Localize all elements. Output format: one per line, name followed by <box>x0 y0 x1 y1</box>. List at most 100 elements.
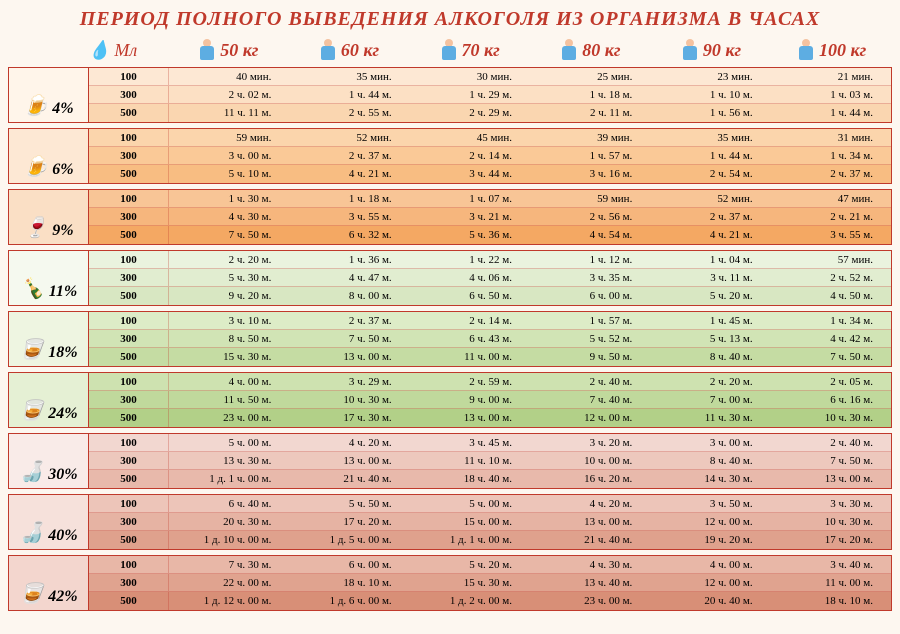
value-cell: 4 ч. 30 м. <box>530 556 650 573</box>
value-cell: 2 ч. 56 м. <box>530 208 650 225</box>
drink-percent: 24% <box>48 405 77 423</box>
drink-block: 🥃18%1003 ч. 10 м.2 ч. 37 м.2 ч. 14 м.1 ч… <box>8 311 892 367</box>
drink-block: 🥃42%1007 ч. 30 м.6 ч. 00 м.5 ч. 20 м.4 ч… <box>8 555 892 611</box>
value-cell: 13 ч. 00 м. <box>289 452 409 469</box>
table-row: 1005 ч. 00 м.4 ч. 20 м.3 ч. 45 м.3 ч. 20… <box>89 434 891 452</box>
ml-cell: 300 <box>89 574 169 591</box>
value-cell: 20 ч. 40 м. <box>650 592 770 610</box>
drink-percent: 40% <box>48 527 77 545</box>
person-icon <box>797 39 815 61</box>
drink-label: 🍺6% <box>9 129 89 183</box>
value-cell: 3 ч. 55 м. <box>289 208 409 225</box>
value-cell: 8 ч. 40 м. <box>650 452 770 469</box>
value-cell: 2 ч. 29 м. <box>410 104 530 122</box>
value-cell: 4 ч. 21 м. <box>289 165 409 183</box>
value-cell: 4 ч. 42 м. <box>771 330 891 347</box>
ml-cell: 300 <box>89 208 169 225</box>
drink-icon: 🍷 <box>23 215 48 240</box>
value-cell: 4 ч. 00 м. <box>169 373 289 390</box>
value-cell: 1 ч. 10 м. <box>650 86 770 103</box>
value-cell: 23 мин. <box>650 68 770 85</box>
value-cell: 1 д. 10 ч. 00 м. <box>169 531 289 549</box>
value-cell: 14 ч. 30 м. <box>650 470 770 488</box>
value-cell: 22 ч. 00 м. <box>169 574 289 591</box>
value-cell: 7 ч. 30 м. <box>169 556 289 573</box>
drink-rows: 1002 ч. 20 м.1 ч. 36 м.1 ч. 22 м.1 ч. 12… <box>89 251 891 305</box>
value-cell: 7 ч. 50 м. <box>169 226 289 244</box>
person-icon <box>560 39 578 61</box>
value-cell: 1 ч. 29 м. <box>410 86 530 103</box>
ml-cell: 500 <box>89 104 169 122</box>
value-cell: 1 ч. 03 м. <box>771 86 891 103</box>
drink-label: 🥃42% <box>9 556 89 610</box>
value-cell: 23 ч. 00 м. <box>530 592 650 610</box>
value-cell: 6 ч. 50 м. <box>410 287 530 305</box>
value-cell: 10 ч. 30 м. <box>289 391 409 408</box>
value-cell: 12 ч. 00 м. <box>650 574 770 591</box>
weight-header: 70 кг <box>409 39 530 61</box>
value-cell: 4 ч. 50 м. <box>771 287 891 305</box>
value-cell: 13 ч. 40 м. <box>530 574 650 591</box>
value-cell: 2 ч. 14 м. <box>410 147 530 164</box>
value-cell: 15 ч. 00 м. <box>410 513 530 530</box>
value-cell: 10 ч. 30 м. <box>771 409 891 427</box>
drink-rows: 1007 ч. 30 м.6 ч. 00 м.5 ч. 20 м.4 ч. 30… <box>89 556 891 610</box>
value-cell: 1 ч. 34 м. <box>771 312 891 329</box>
weight-label: 100 кг <box>819 40 866 61</box>
value-cell: 5 ч. 13 м. <box>650 330 770 347</box>
ml-cell: 300 <box>89 269 169 286</box>
value-cell: 20 ч. 30 м. <box>169 513 289 530</box>
table-row: 1007 ч. 30 м.6 ч. 00 м.5 ч. 20 м.4 ч. 30… <box>89 556 891 574</box>
table-row: 5001 д. 10 ч. 00 м.1 д. 5 ч. 00 м.1 д. 1… <box>89 531 891 549</box>
drink-icon: 🍾 <box>20 276 45 301</box>
drink-percent: 30% <box>48 466 77 484</box>
value-cell: 59 мин. <box>169 129 289 146</box>
ml-cell: 500 <box>89 287 169 305</box>
value-cell: 3 ч. 16 м. <box>530 165 650 183</box>
value-cell: 1 д. 12 ч. 00 м. <box>169 592 289 610</box>
drink-label: 🍾11% <box>9 251 89 305</box>
drink-rows: 1005 ч. 00 м.4 ч. 20 м.3 ч. 45 м.3 ч. 20… <box>89 434 891 488</box>
ml-cell: 100 <box>89 434 169 451</box>
value-cell: 13 ч. 00 м. <box>771 470 891 488</box>
ml-label: Мл <box>114 40 137 61</box>
weight-header: 60 кг <box>289 39 410 61</box>
value-cell: 1 д. 1 ч. 00 м. <box>410 531 530 549</box>
person-icon <box>198 39 216 61</box>
value-cell: 30 мин. <box>410 68 530 85</box>
drink-label: 🥃18% <box>9 312 89 366</box>
value-cell: 52 мин. <box>289 129 409 146</box>
table-row: 50015 ч. 30 м.13 ч. 00 м.11 ч. 00 м.9 ч.… <box>89 348 891 366</box>
value-cell: 11 ч. 00 м. <box>771 574 891 591</box>
drink-icon: 🍶 <box>19 520 44 545</box>
drink-block: 🍷9%1001 ч. 30 м.1 ч. 18 м.1 ч. 07 м.59 м… <box>8 189 892 245</box>
value-cell: 21 мин. <box>771 68 891 85</box>
value-cell: 10 ч. 30 м. <box>771 513 891 530</box>
value-cell: 3 ч. 44 м. <box>410 165 530 183</box>
value-cell: 1 д. 1 ч. 00 м. <box>169 470 289 488</box>
ml-cell: 300 <box>89 513 169 530</box>
value-cell: 12 ч. 00 м. <box>650 513 770 530</box>
ml-cell: 100 <box>89 190 169 207</box>
drink-percent: 18% <box>48 344 77 362</box>
drink-block: 🥃24%1004 ч. 00 м.3 ч. 29 м.2 ч. 59 м.2 ч… <box>8 372 892 428</box>
weight-header: 90 кг <box>651 39 772 61</box>
ml-cell: 300 <box>89 86 169 103</box>
value-cell: 3 ч. 55 м. <box>771 226 891 244</box>
value-cell: 23 ч. 00 м. <box>169 409 289 427</box>
value-cell: 3 ч. 50 м. <box>650 495 770 512</box>
table-row: 50023 ч. 00 м.17 ч. 30 м.13 ч. 00 м.12 ч… <box>89 409 891 427</box>
drink-icon: 🍶 <box>19 459 44 484</box>
value-cell: 57 мин. <box>771 251 891 268</box>
value-cell: 6 ч. 32 м. <box>289 226 409 244</box>
value-cell: 1 д. 6 ч. 00 м. <box>289 592 409 610</box>
drink-label: 🍷9% <box>9 190 89 244</box>
value-cell: 15 ч. 30 м. <box>410 574 530 591</box>
drink-percent: 6% <box>52 161 73 179</box>
value-cell: 3 ч. 29 м. <box>289 373 409 390</box>
value-cell: 3 ч. 20 м. <box>530 434 650 451</box>
value-cell: 2 ч. 37 м. <box>289 147 409 164</box>
value-cell: 6 ч. 00 м. <box>289 556 409 573</box>
table-body: 🍺4%10040 мин.35 мин.30 мин.25 мин.23 мин… <box>8 67 892 611</box>
weight-header: 80 кг <box>530 39 651 61</box>
